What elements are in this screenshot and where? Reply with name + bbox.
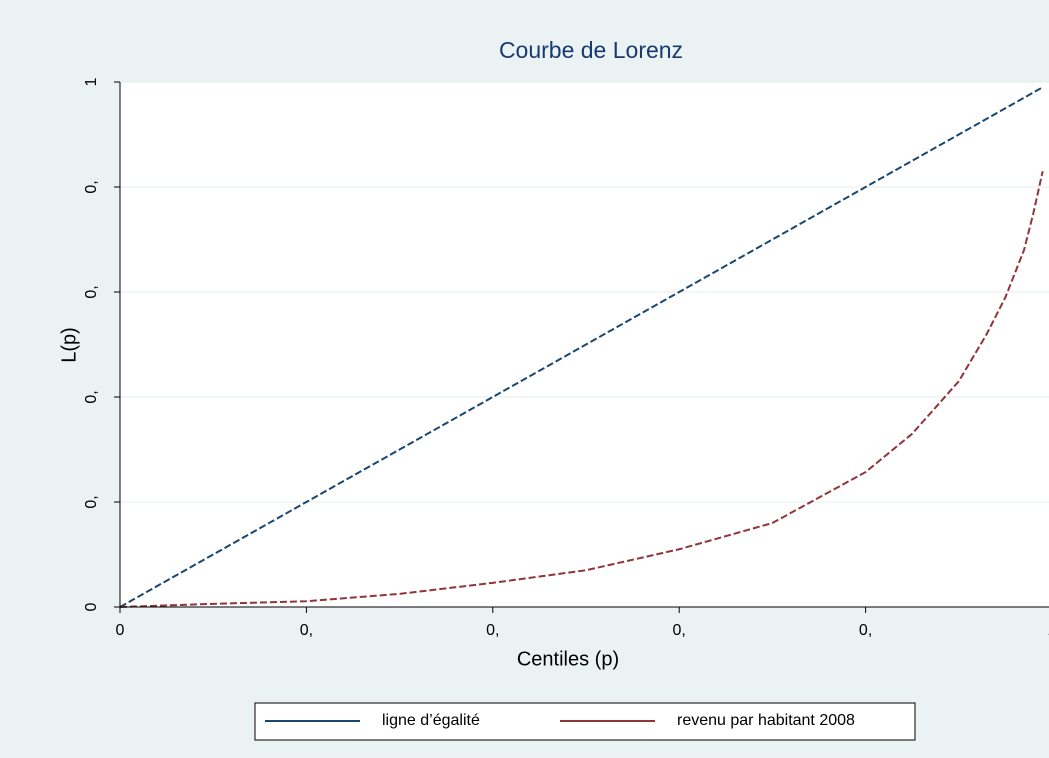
x-tick-label: 0, — [859, 622, 872, 639]
x-tick-label: 0, — [486, 622, 499, 639]
y-tick-label: 0, — [83, 180, 100, 193]
x-tick-label: 1 — [1048, 622, 1049, 639]
x-tick-label: 0, — [300, 622, 313, 639]
y-tick-label: 0, — [83, 495, 100, 508]
x-axis-label: Centiles (p) — [517, 648, 619, 670]
y-tick-label: 0, — [83, 390, 100, 403]
y-axis-label: L(p) — [58, 327, 80, 363]
y-tick-label: 0, — [83, 285, 100, 298]
x-tick-label: 0 — [116, 622, 125, 639]
legend-label: revenu par habitant 2008 — [677, 712, 855, 729]
grid — [120, 81, 1049, 503]
lines — [120, 86, 1044, 608]
series-line — [120, 86, 1044, 608]
y-tick-label: 0 — [83, 602, 100, 611]
y-tick-label: 1 — [83, 77, 100, 86]
legend-label: ligne d’égalité — [382, 712, 480, 729]
chart-title: Courbe de Lorenz — [499, 37, 683, 63]
series-line — [120, 171, 1044, 608]
x-tick-label: 0, — [673, 622, 686, 639]
